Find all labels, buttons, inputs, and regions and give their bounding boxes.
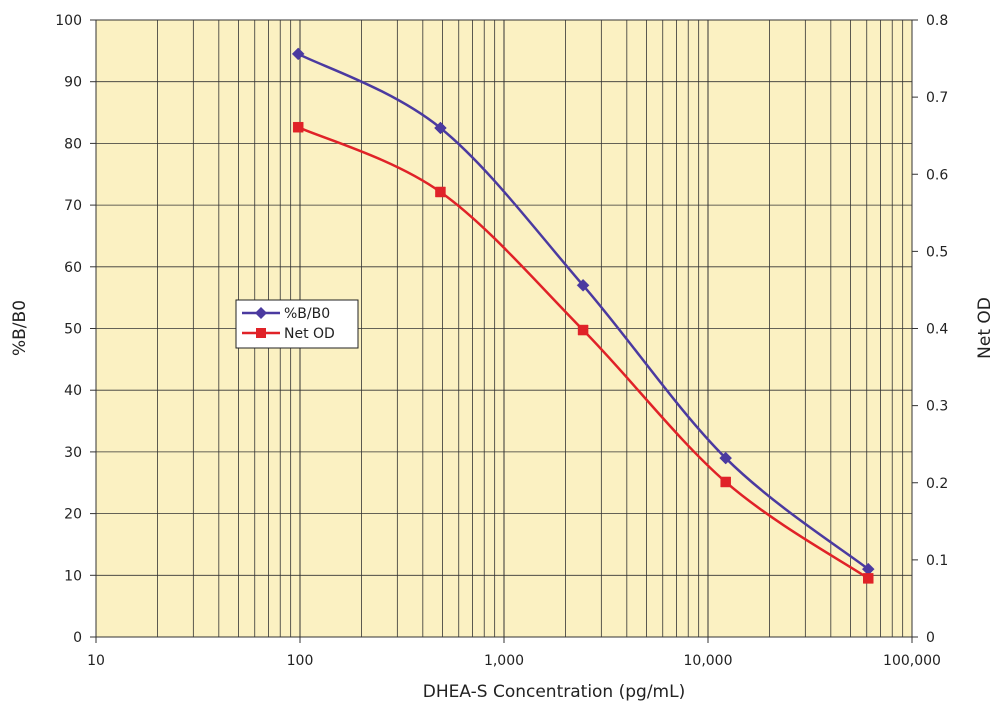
data-point-netod [577,324,589,336]
x-axis-title: DHEA-S Concentration (pg/mL) [423,682,685,702]
data-point-bb0 [434,121,447,135]
x-tick-label: 10,000 [684,653,733,669]
y-right-tick-label: 0 [926,630,935,646]
y-right-tick-label: 0.6 [926,167,948,183]
x-tick-label: 1,000 [484,653,524,669]
ticks: 0 10 20 30 40 50 60 70 80 90 100 0 0.1 0.2 0.3 0.4 0.5 0.… [55,13,948,669]
y-left-tick-label: 10 [64,568,82,584]
y-right-tick-label: 0.4 [926,322,948,338]
legend-box [235,299,359,349]
y-left-tick-label: 20 [64,507,82,523]
y-axis-title-right: Net OD [975,297,995,359]
y-right-tick-label: 0.8 [926,13,948,29]
x-tick-label: 100 [287,653,314,669]
y-left-tick-label: 100 [55,13,82,29]
y-right-tick-label: 0.5 [926,244,948,260]
y-axis-title-left: %B/B0 [10,300,30,356]
data-point-netod [435,186,446,198]
data-point-bb0 [719,451,733,465]
y-right-tick-label: 0.7 [926,90,948,106]
y-left-tick-label: 60 [64,260,82,276]
legend-marker-netod [256,328,266,338]
y-right-tick-label: 0.2 [926,476,948,492]
data-point-netod [720,476,731,488]
y-right-tick-label: 0.3 [926,399,948,415]
y-left-tick-label: 30 [64,445,82,461]
legend-label-netod: Net OD [284,326,335,342]
legend: %B/B0 Net OD [235,299,359,349]
data-point-bb0 [576,278,590,292]
x-tick-label: 10 [87,653,105,669]
data-point-netod [863,573,874,584]
x-tick-label: 100,000 [883,653,941,669]
data-point-bb0 [291,47,305,61]
legend-marker-bb0 [255,307,267,319]
y-left-tick-label: 50 [64,322,82,338]
y-right-tick-label: 0.1 [926,553,948,569]
legend-label-bb0: %B/B0 [284,306,330,322]
y-left-tick-label: 80 [64,136,82,152]
series-layer [291,47,875,584]
y-left-tick-label: 40 [64,383,82,399]
y-left-tick-label: 90 [64,75,82,91]
y-left-tick-label: 70 [64,198,82,214]
y-left-tick-label: 0 [73,630,82,646]
data-point-netod [292,121,304,133]
